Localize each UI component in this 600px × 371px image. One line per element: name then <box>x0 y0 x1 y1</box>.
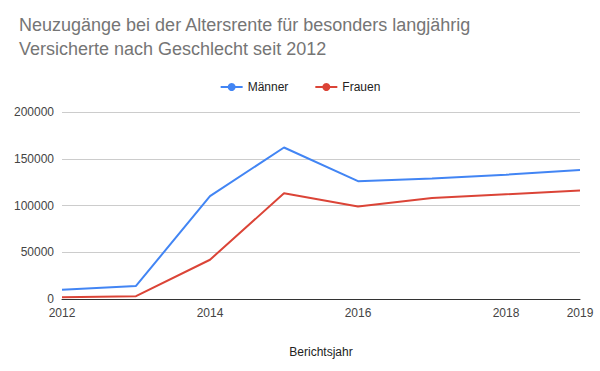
svg-text:Neuzugänge bei der Altersrente: Neuzugänge bei der Altersrente für beson… <box>19 15 475 35</box>
svg-text:2014: 2014 <box>197 306 224 320</box>
svg-text:2012: 2012 <box>49 306 76 320</box>
svg-text:Versicherte nach Geschlecht se: Versicherte nach Geschlecht seit 2012 <box>19 39 326 59</box>
svg-text:0: 0 <box>47 292 54 306</box>
svg-text:2019: 2019 <box>567 306 594 320</box>
svg-text:Berichtsjahr: Berichtsjahr <box>289 345 352 359</box>
svg-text:Männer: Männer <box>248 80 289 94</box>
svg-text:200000: 200000 <box>14 105 54 119</box>
svg-text:Frauen: Frauen <box>342 80 380 94</box>
svg-text:50000: 50000 <box>21 245 55 259</box>
svg-text:2018: 2018 <box>493 306 520 320</box>
svg-text:2016: 2016 <box>345 306 372 320</box>
svg-text:150000: 150000 <box>14 152 54 166</box>
svg-text:100000: 100000 <box>14 199 54 213</box>
